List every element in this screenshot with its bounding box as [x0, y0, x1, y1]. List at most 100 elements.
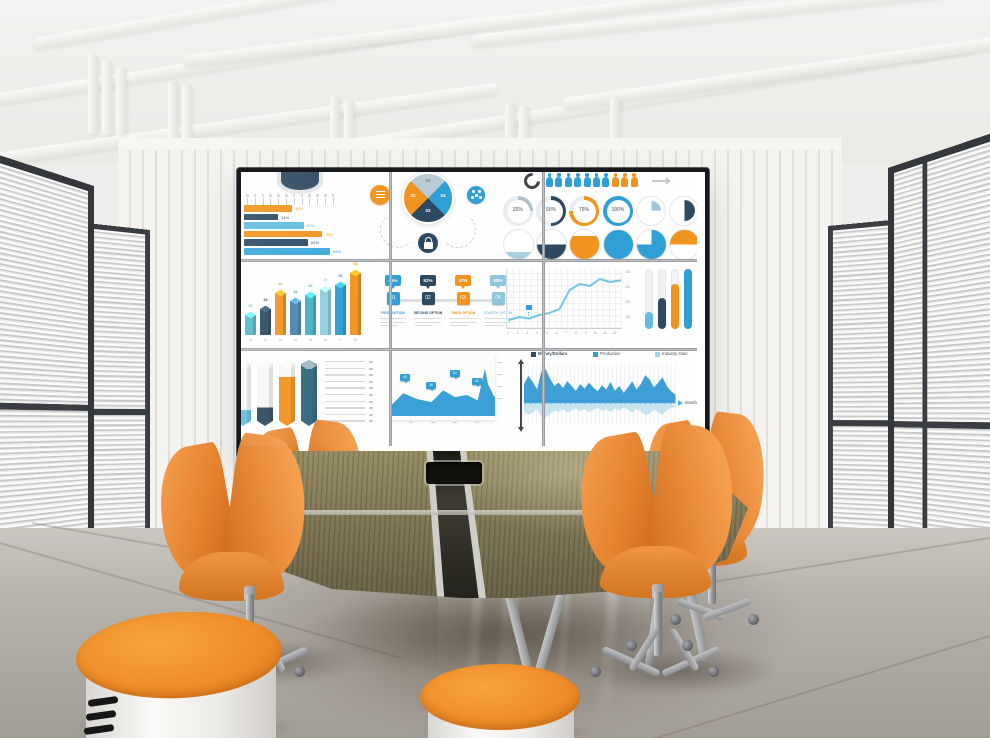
person-icon — [546, 177, 553, 187]
list-line-tick — [369, 420, 373, 423]
marker-pointer — [476, 385, 480, 387]
dome-orange-circle — [668, 229, 697, 260]
person-icon — [576, 173, 580, 177]
dashed-arc — [380, 212, 416, 248]
quarter-wedge — [642, 201, 661, 220]
x-tick-mark — [475, 422, 479, 424]
chair-pole — [654, 592, 662, 656]
option-number: 04 — [491, 292, 505, 305]
person-icon — [557, 173, 561, 177]
prism-cap — [241, 360, 251, 369]
iso-column — [245, 315, 256, 335]
ruler-tick — [270, 198, 272, 205]
y-tick-mark — [497, 386, 502, 388]
arrow-icon — [666, 177, 671, 185]
badge-pointer — [426, 286, 430, 289]
badge-pointer — [461, 286, 465, 289]
c-arc — [520, 172, 544, 193]
iso-column-cap — [275, 289, 286, 297]
chair-shell — [569, 421, 742, 598]
y-tick: 400 — [625, 270, 631, 274]
trend-line-svg — [508, 278, 622, 321]
person-icon — [613, 173, 618, 177]
text-line — [485, 321, 511, 323]
iso-column-cap — [335, 281, 346, 289]
area-marker: 38 — [426, 382, 436, 389]
x-tick: 12 — [612, 331, 617, 335]
text-line — [415, 325, 433, 327]
list-line — [325, 413, 365, 416]
ruler-mark — [300, 194, 304, 197]
text-line — [415, 318, 441, 320]
arrow-icon — [652, 180, 667, 182]
ruler-tick — [332, 198, 334, 205]
h-bar — [244, 230, 322, 238]
x-tick-mark — [431, 422, 435, 424]
ruler-tick — [309, 198, 311, 205]
chair-caster — [626, 640, 637, 651]
document-icon — [370, 185, 390, 205]
iso-column-cap — [350, 269, 361, 277]
column-category: 05 — [308, 338, 313, 342]
list-line-tick — [369, 413, 373, 416]
person-icon — [602, 177, 610, 187]
person-icon — [585, 173, 589, 177]
column-category: 02 — [263, 338, 268, 342]
y-tick-mark — [497, 362, 502, 364]
x-tick: 9 — [584, 331, 587, 335]
badge-pointer — [496, 286, 500, 289]
person-icon — [593, 177, 600, 187]
kpi-ring-label: 50% — [545, 206, 556, 213]
text-line — [380, 321, 406, 323]
h-bar-label: 48% — [295, 206, 304, 211]
lock-body — [423, 242, 433, 249]
conference-table — [228, 451, 748, 598]
legend-label: Money/Dollars — [538, 350, 568, 356]
iso-column — [290, 301, 301, 335]
chair-caster — [748, 614, 759, 625]
video-wall-screen: 48% 34% 60% 78% 64% 86% 01 04 03 02 25% 50% 75% 100% 2… — [241, 172, 697, 446]
h-bar-label: 78% — [325, 231, 334, 237]
x-tick: 2 — [516, 331, 519, 335]
chair-caster — [670, 614, 681, 625]
office-chair-front-right — [569, 421, 742, 678]
iso-column — [320, 289, 331, 335]
pct-badge: 47% — [455, 275, 471, 286]
glass-rail — [894, 421, 990, 430]
text-line — [450, 321, 476, 323]
column-category: 04 — [293, 338, 298, 342]
iso-column-cap — [320, 285, 331, 293]
column-category: 07 — [338, 338, 343, 342]
prism-cap — [279, 360, 295, 369]
waveform-svg — [523, 365, 676, 425]
area-marker: 50 — [472, 378, 482, 385]
pie-slice-label: 02 — [410, 193, 416, 198]
ruler-mark — [269, 194, 272, 197]
iso-column — [275, 293, 286, 335]
person-icon — [630, 177, 638, 187]
deco-half-disc-inner — [281, 172, 319, 190]
person-icon — [623, 173, 627, 177]
x-tick: 6 — [555, 331, 558, 335]
list-line — [325, 394, 365, 396]
ruler-tick — [286, 198, 287, 205]
lock-shackle — [424, 237, 432, 243]
glass-rail — [0, 402, 88, 411]
legend-swatch — [531, 352, 536, 357]
list-line-tick — [369, 367, 373, 370]
x-tick: 7 — [565, 331, 568, 335]
glass-rail — [832, 420, 892, 427]
list-line — [325, 380, 365, 383]
ruler-tick — [293, 198, 295, 205]
wall-bezel — [389, 172, 392, 446]
h-bar — [244, 239, 308, 246]
stool-cushion — [420, 664, 580, 730]
column-value: 20 — [248, 304, 253, 308]
ruler-mark — [324, 194, 327, 197]
video-wall: 48% 34% 60% 78% 64% 86% 01 04 03 02 25% 50% 75% 100% 2… — [237, 168, 709, 458]
ruler-mark — [246, 194, 249, 197]
x-tick: 5 — [545, 331, 548, 335]
column-category: 03 — [278, 338, 283, 342]
chair-caster — [590, 666, 601, 677]
pie-slice-label: 03 — [425, 208, 431, 213]
